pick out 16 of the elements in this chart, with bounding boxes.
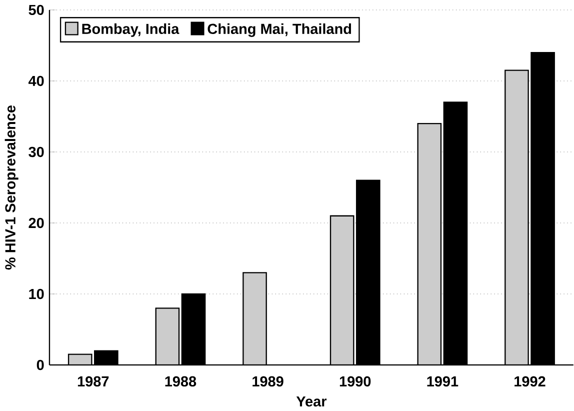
x-tick-label: 1990 [340, 376, 371, 386]
x-tick-label: 1988 [165, 376, 196, 386]
y-tick-label: 20 [28, 218, 44, 228]
y-tick-label: 50 [28, 4, 44, 15]
y-tick-label: 10 [29, 288, 44, 299]
x-tick-label: 1987 [78, 376, 109, 386]
y-axis-title: % HIV-1 Seroprevalence [4, 105, 18, 270]
legend-label: Bombay, India [82, 23, 180, 37]
y-tick-label: 40 [28, 76, 44, 86]
x-tick-label: 1992 [514, 376, 546, 386]
x-axis-title: Year [296, 396, 327, 406]
x-tick-label: 1989 [252, 376, 284, 386]
legend-label: Chiang Mai, Thailand [208, 23, 352, 37]
y-tick-label: 30 [28, 146, 44, 157]
y-tick-label: 0 [36, 360, 44, 370]
x-tick-label: 1991 [427, 376, 458, 386]
